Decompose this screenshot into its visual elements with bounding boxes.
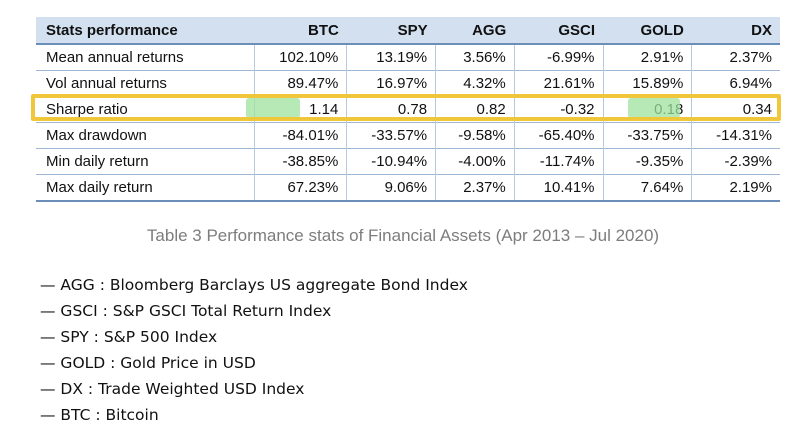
- legend-item-gsci: — GSCI : S&P GSCI Total Return Index: [40, 302, 332, 320]
- table-caption: Table 3 Performance stats of Financial A…: [146, 226, 660, 245]
- cell-gsci: -11.74%: [513, 148, 604, 175]
- cell-agg: 2.37%: [435, 174, 515, 202]
- table-row: Max drawdown -84.01% -33.57% -9.58% -65.…: [36, 122, 780, 149]
- table-header-row: Stats performance BTC SPY AGG GSCI GOLD …: [36, 17, 780, 45]
- table-row-sharpe: Sharpe ratio 1.14 0.78 0.82 -0.32 0.18 0…: [36, 96, 780, 123]
- row-label: Min daily return: [36, 148, 254, 175]
- cell-dx: 0.34: [691, 96, 780, 123]
- table-row: Max daily return 67.23% 9.06% 2.37% 10.4…: [36, 174, 780, 202]
- cell-btc: 67.23%: [253, 174, 347, 202]
- cell-gold: 7.64%: [602, 174, 692, 202]
- cell-gsci: 21.61%: [513, 70, 604, 97]
- legend-item-spy: — SPY : S&P 500 Index: [40, 328, 218, 346]
- table-row: Mean annual returns 102.10% 13.19% 3.56%…: [36, 44, 780, 71]
- cell-spy: -10.94%: [346, 148, 436, 175]
- cell-agg: 0.82: [435, 96, 515, 123]
- cell-gsci: -6.99%: [513, 44, 604, 71]
- cell-dx: 2.19%: [691, 174, 780, 202]
- cell-btc: 102.10%: [253, 44, 347, 71]
- row-label: Max drawdown: [36, 122, 254, 149]
- cell-spy: -33.57%: [346, 122, 436, 149]
- row-label: Vol annual returns: [36, 70, 254, 97]
- cell-dx: 6.94%: [691, 70, 780, 97]
- cell-btc: -84.01%: [253, 122, 347, 149]
- cell-dx: -2.39%: [691, 148, 780, 175]
- cell-gsci: -0.32: [513, 96, 604, 123]
- cell-gold: 2.91%: [602, 44, 692, 71]
- legend-item-dx: — DX : Trade Weighted USD Index: [40, 380, 305, 398]
- row-label: Max daily return: [36, 174, 254, 202]
- cell-spy: 16.97%: [346, 70, 436, 97]
- legend-item-agg: — AGG : Bloomberg Barclays US aggregate …: [40, 276, 468, 294]
- asset-legend: — AGG : Bloomberg Barclays US aggregate …: [40, 272, 468, 428]
- cell-btc: 89.47%: [253, 70, 347, 97]
- cell-gold: -9.35%: [602, 148, 692, 175]
- cell-agg: 4.32%: [435, 70, 515, 97]
- cell-spy: 9.06%: [346, 174, 436, 202]
- table-row: Min daily return -38.85% -10.94% -4.00% …: [36, 148, 780, 175]
- cell-agg: -4.00%: [435, 148, 515, 175]
- header-gold: GOLD: [603, 17, 692, 45]
- cell-gsci: 10.41%: [513, 174, 604, 202]
- cell-btc: 1.14: [253, 96, 347, 123]
- cell-spy: 13.19%: [346, 44, 436, 71]
- cell-agg: -9.58%: [435, 122, 515, 149]
- header-dx: DX: [691, 17, 780, 45]
- cell-gsci: -65.40%: [513, 122, 604, 149]
- cell-btc: -38.85%: [253, 148, 347, 175]
- row-label: Mean annual returns: [46, 49, 184, 66]
- cell-agg: 3.56%: [435, 44, 515, 71]
- header-gsci: GSCI: [514, 17, 604, 45]
- cell-dx: -14.31%: [691, 122, 780, 149]
- performance-table: Stats performance BTC SPY AGG GSCI GOLD …: [36, 17, 780, 202]
- cell-spy: 0.78: [346, 96, 436, 123]
- legend-item-btc: — BTC : Bitcoin: [40, 406, 159, 424]
- cell-gold: -33.75%: [602, 122, 692, 149]
- row-label: Sharpe ratio: [36, 96, 254, 123]
- cell-gold: 15.89%: [602, 70, 692, 97]
- header-btc: BTC: [254, 17, 347, 45]
- cell-dx: 2.37%: [691, 44, 780, 71]
- header-stats-performance: Stats performance: [36, 17, 254, 45]
- cell-gold: 0.18: [602, 96, 692, 123]
- header-spy: SPY: [346, 17, 436, 45]
- table-row: Vol annual returns 89.47% 16.97% 4.32% 2…: [36, 70, 780, 97]
- legend-item-gold: — GOLD : Gold Price in USD: [40, 354, 256, 372]
- header-agg: AGG: [435, 17, 515, 45]
- performance-table-container: Stats performance BTC SPY AGG GSCI GOLD …: [36, 17, 780, 202]
